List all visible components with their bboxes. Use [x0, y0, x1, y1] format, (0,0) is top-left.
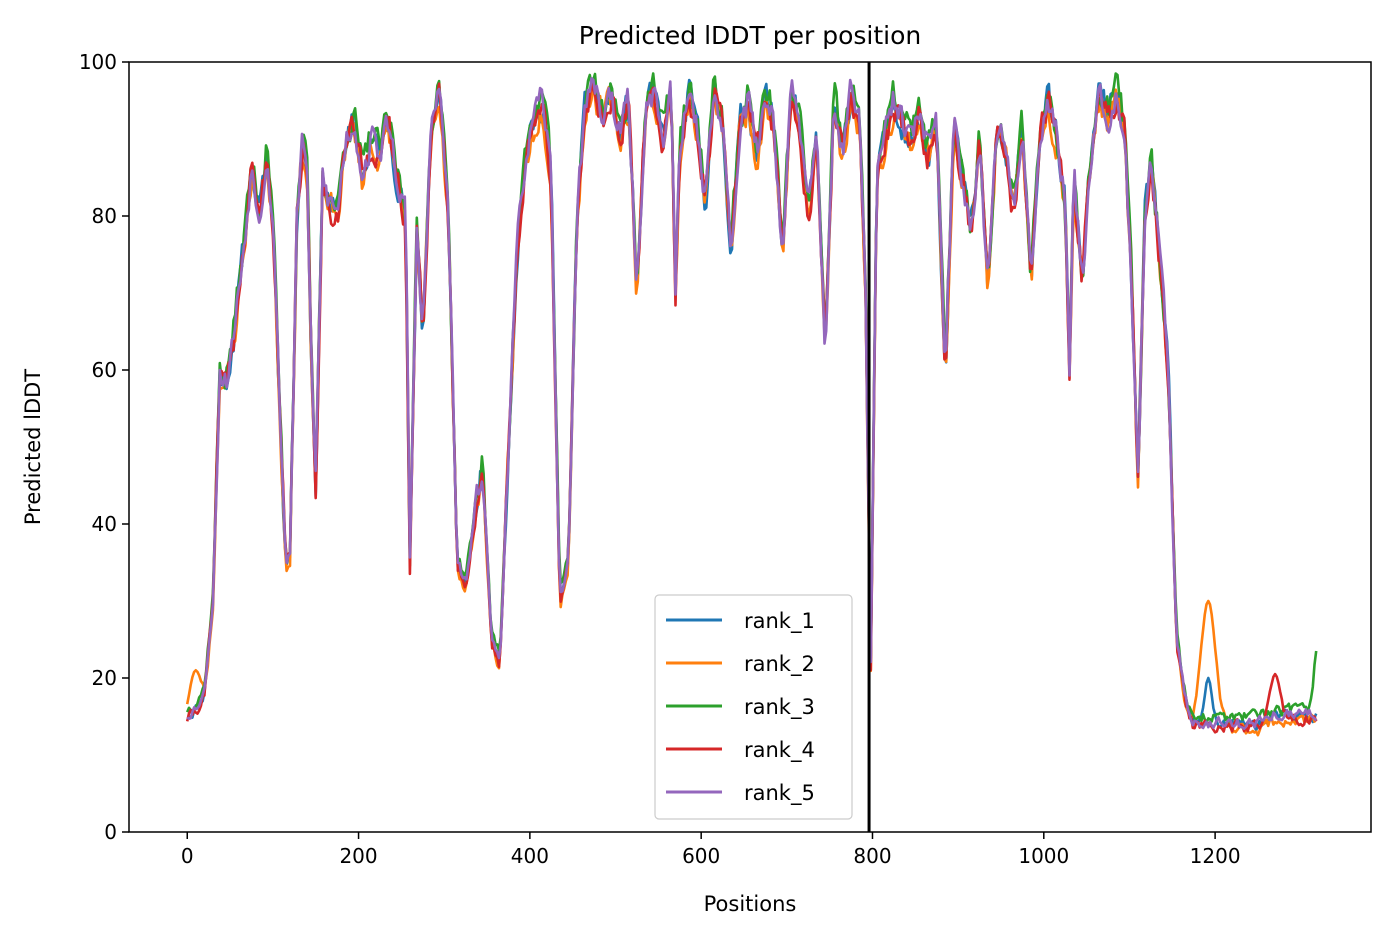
legend-label-rank-2: rank_2	[744, 652, 815, 677]
x-axis: 0 200 400 600 800 1000 1200	[181, 832, 1241, 868]
x-tick-label: 1200	[1190, 844, 1241, 868]
x-tick-label: 0	[181, 844, 194, 868]
y-axis: 0 20 40 60 80 100	[79, 50, 129, 844]
x-tick-label: 800	[853, 844, 891, 868]
legend-label-rank-1: rank_1	[744, 609, 815, 634]
chart-title: Predicted lDDT per position	[579, 21, 921, 50]
x-tick-label: 400	[511, 844, 549, 868]
x-tick-label: 600	[682, 844, 720, 868]
x-axis-label: Positions	[704, 892, 797, 916]
legend: rank_1 rank_2 rank_3 rank_4 rank_5	[654, 594, 853, 820]
y-tick-label: 80	[92, 204, 117, 228]
legend-label-rank-3: rank_3	[744, 695, 815, 720]
y-axis-label: Predicted lDDT	[21, 369, 45, 525]
legend-label-rank-4: rank_4	[744, 738, 815, 763]
legend-label-rank-5: rank_5	[744, 781, 815, 806]
y-tick-label: 40	[92, 512, 117, 536]
legend-box	[654, 594, 853, 820]
series-layer	[185, 72, 1318, 737]
plot-frame	[128, 61, 1372, 833]
series-line-rank-5	[186, 77, 1318, 731]
y-tick-label: 60	[92, 358, 117, 382]
y-tick-label: 100	[79, 50, 117, 74]
y-tick-label: 0	[104, 820, 117, 844]
x-tick-label: 1000	[1018, 844, 1069, 868]
y-tick-label: 20	[92, 666, 117, 690]
x-tick-label: 200	[339, 844, 377, 868]
